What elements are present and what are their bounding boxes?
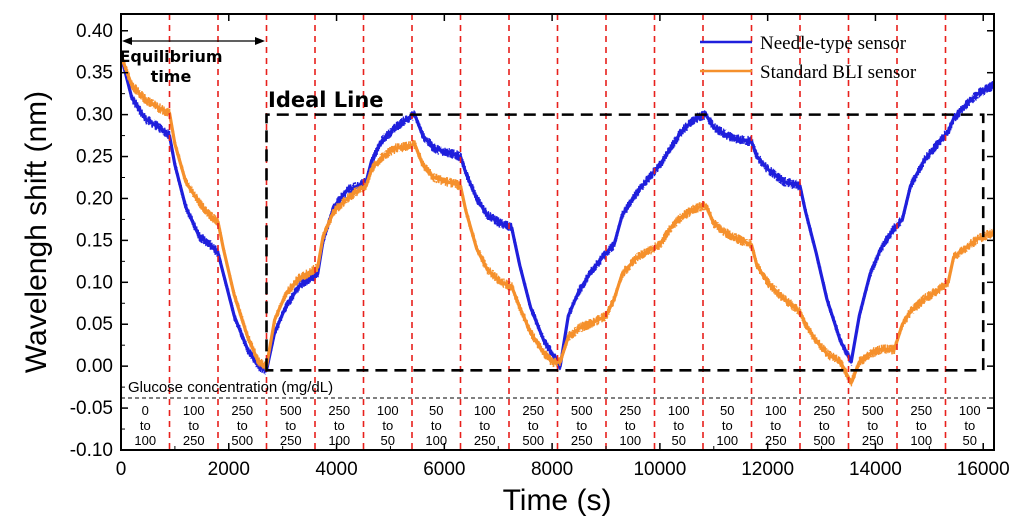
y-tick-label: 0.25 xyxy=(76,147,113,168)
x-tick-label: 6000 xyxy=(423,459,465,480)
concentration-label: to xyxy=(237,418,248,433)
concentration-label: 500 xyxy=(280,403,302,418)
concentration-label: to xyxy=(528,418,539,433)
concentration-label: 500 xyxy=(813,433,835,448)
concentration-label: 100 xyxy=(959,403,981,418)
concentration-label: to xyxy=(382,418,393,433)
concentration-label: to xyxy=(285,418,296,433)
ideal-line-label: Ideal Line xyxy=(268,88,384,112)
equilibrium-label-line1: Equilibrium xyxy=(119,47,222,66)
concentration-label: 250 xyxy=(813,403,835,418)
concentration-label: 100 xyxy=(716,433,738,448)
concentration-label: 100 xyxy=(377,403,399,418)
x-tick-label: 12000 xyxy=(741,459,794,480)
concentration-label: 50 xyxy=(963,433,977,448)
x-tick-label: 14000 xyxy=(849,459,902,480)
concentration-label: 250 xyxy=(328,403,350,418)
concentration-label: to xyxy=(140,418,151,433)
x-axis-title: Time (s) xyxy=(503,484,612,517)
legend-label-needle: Needle-type sensor xyxy=(760,33,907,54)
concentration-title: Glucose concentration (mg/dL) xyxy=(128,379,333,396)
plot-frame xyxy=(120,13,995,451)
concentration-label: 100 xyxy=(619,433,641,448)
concentration-label: to xyxy=(916,418,927,433)
series-line xyxy=(121,55,994,372)
ideal-line-box xyxy=(265,113,985,372)
concentration-label: 250 xyxy=(183,433,205,448)
equilibrium-annotation: Equilibrium time xyxy=(119,37,265,86)
concentration-label: 100 xyxy=(474,403,496,418)
concentration-label: to xyxy=(867,418,878,433)
x-tick-label: 10000 xyxy=(633,459,686,480)
concentration-label: to xyxy=(964,418,975,433)
concentration-label: 100 xyxy=(328,433,350,448)
equilibrium-arrowhead-right xyxy=(255,37,265,45)
x-tick-label: 2000 xyxy=(208,459,250,480)
concentration-label: to xyxy=(770,418,781,433)
concentration-label: 500 xyxy=(571,403,593,418)
y-tick-label: -0.10 xyxy=(70,440,113,461)
concentration-label: 100 xyxy=(668,403,690,418)
y-tick-label: 0.40 xyxy=(76,21,113,42)
concentration-label: 100 xyxy=(765,403,787,418)
y-axis-title: Wavelengh shift (nm) xyxy=(20,91,53,373)
y-tick-label: 0.15 xyxy=(76,230,113,251)
concentration-label: 50 xyxy=(720,403,734,418)
concentration-label: to xyxy=(625,418,636,433)
y-tick-label: 0.05 xyxy=(76,314,113,335)
concentration-label: 250 xyxy=(862,433,884,448)
concentration-label: 500 xyxy=(522,433,544,448)
concentration-label: to xyxy=(576,418,587,433)
concentration-label: 250 xyxy=(474,433,496,448)
x-tick-label: 8000 xyxy=(531,459,573,480)
x-tick-label: 16000 xyxy=(957,459,1010,480)
series-line xyxy=(121,55,994,385)
y-tick-label: 0.00 xyxy=(76,356,113,377)
concentration-label: to xyxy=(819,418,830,433)
concentration-label: 100 xyxy=(134,433,156,448)
concentration-label: 50 xyxy=(429,403,443,418)
equilibrium-label-line2: time xyxy=(151,67,192,86)
concentration-label: to xyxy=(673,418,684,433)
equilibrium-arrowhead-left xyxy=(122,37,132,45)
legend: Needle-type sensor Standard BLI sensor xyxy=(700,33,917,83)
concentration-label: 250 xyxy=(765,433,787,448)
y-tick-label: -0.05 xyxy=(70,398,113,419)
x-tick-label: 4000 xyxy=(315,459,357,480)
concentration-label: to xyxy=(479,418,490,433)
concentration-label: 250 xyxy=(619,403,641,418)
concentration-label: 500 xyxy=(862,403,884,418)
legend-label-standard: Standard BLI sensor xyxy=(760,62,917,83)
concentration-label: to xyxy=(188,418,199,433)
concentration-label: 100 xyxy=(425,433,447,448)
concentration-label: 0 xyxy=(142,403,149,418)
concentration-label: to xyxy=(722,418,733,433)
y-tick-label: 0.10 xyxy=(76,272,113,293)
concentration-label: 250 xyxy=(522,403,544,418)
concentration-label: 500 xyxy=(231,433,253,448)
concentration-label: 250 xyxy=(280,433,302,448)
concentration-label: 50 xyxy=(672,433,686,448)
concentration-label: 250 xyxy=(571,433,593,448)
concentration-label: to xyxy=(431,418,442,433)
y-tick-label: 0.30 xyxy=(76,105,113,126)
y-tick-label: 0.35 xyxy=(76,63,113,84)
concentration-label: 250 xyxy=(231,403,253,418)
concentration-label: 250 xyxy=(910,403,932,418)
concentration-label: to xyxy=(334,418,345,433)
y-tick-label: 0.20 xyxy=(76,188,113,209)
concentration-label: 100 xyxy=(910,433,932,448)
x-tick-label: 0 xyxy=(116,459,127,480)
concentration-label: 50 xyxy=(381,433,395,448)
concentration-label: 100 xyxy=(183,403,205,418)
